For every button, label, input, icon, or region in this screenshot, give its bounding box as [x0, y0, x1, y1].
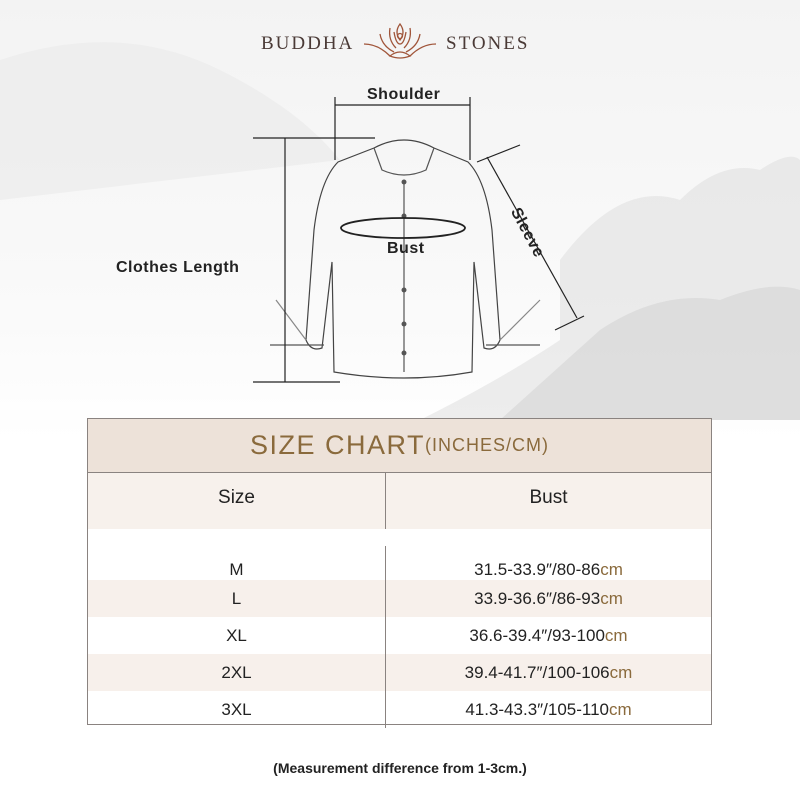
- lotus-meditation-icon: [363, 22, 437, 59]
- measurement-note: (Measurement difference from 1-3cm.): [273, 760, 527, 776]
- bust-cell: 39.4-41.7″/100-106 cm: [385, 654, 711, 691]
- mountain-background: [0, 42, 800, 420]
- table-row: 2XL 39.4-41.7″/100-106 cm: [88, 654, 711, 691]
- table-row: M 31.5-33.9″/80-86 cm: [88, 529, 711, 580]
- table-row: XL 36.6-39.4″/93-100 cm: [88, 617, 711, 654]
- title-units: (INCHES/CM): [425, 435, 550, 455]
- size-cell: 3XL: [221, 699, 252, 719]
- size-cell: M: [229, 560, 244, 579]
- table-header-row: Size Bust: [88, 473, 711, 529]
- shoulder-label: Shoulder: [367, 86, 441, 103]
- shirt-measurement-diagram: [253, 97, 585, 383]
- column-header-bust: Bust: [385, 473, 711, 529]
- bust-cell: 36.6-39.4″/93-100 cm: [385, 617, 711, 654]
- size-cell: L: [231, 588, 242, 608]
- bust-cell: 41.3-43.3″/105-110 cm: [385, 691, 711, 728]
- clothes-length-label: Clothes Length: [116, 259, 240, 276]
- column-header-size: Size: [218, 487, 255, 508]
- table-row: 3XL 41.3-43.3″/105-110 cm: [88, 691, 711, 728]
- title-main: SIZE CHART: [249, 430, 426, 460]
- size-cell: 2XL: [221, 662, 252, 682]
- brand-name-left: BUDDHA: [261, 33, 355, 54]
- table-row: L 33.9-36.6″/86-93 cm: [88, 580, 711, 617]
- bust-cell: 31.5-33.9″/80-86 cm: [385, 546, 711, 580]
- brand-name-right: STONES: [446, 33, 530, 54]
- brand-logo: BUDDHA STONES: [0, 22, 800, 62]
- bust-cell: 33.9-36.6″/86-93 cm: [385, 580, 711, 617]
- bust-label: Bust: [387, 240, 425, 257]
- size-chart-table: SIZE CHART (INCHES/CM) Size Bust M 31.5-…: [87, 418, 712, 728]
- size-chart-title: SIZE CHART (INCHES/CM): [88, 419, 711, 473]
- size-cell: XL: [226, 625, 247, 645]
